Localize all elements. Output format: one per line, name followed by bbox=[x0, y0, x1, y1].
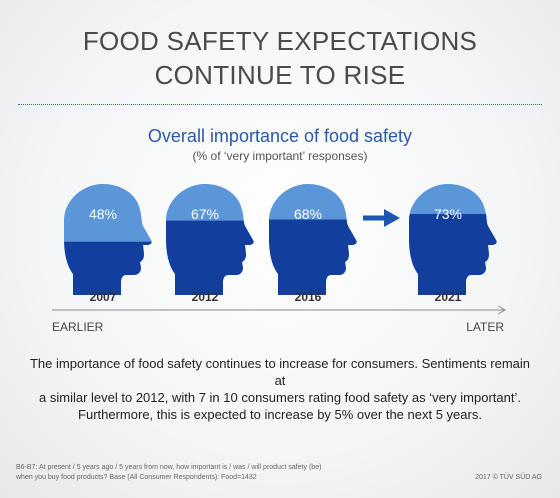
trend-arrow-icon bbox=[384, 209, 400, 227]
title-divider bbox=[18, 104, 542, 105]
timeline-arrow-icon bbox=[497, 305, 507, 315]
year-label-2021: 2021 bbox=[435, 290, 462, 304]
footnote: B6-B7: At present / 5 years ago / 5 year… bbox=[16, 463, 376, 483]
year-label-2016: 2016 bbox=[295, 290, 322, 304]
title-line-2: CONTINUE TO RISE bbox=[154, 60, 406, 90]
year-label-2012: 2012 bbox=[192, 290, 219, 304]
value-label-2021: 73% bbox=[434, 206, 462, 222]
heads-layer: 48% 2007 67% 2012 68% 2016 73% 2021 bbox=[64, 184, 497, 304]
value-label-2007: 48% bbox=[89, 206, 117, 222]
footnote-line-2: when you buy food products? Base (All Co… bbox=[16, 474, 257, 481]
page-title: FOOD SAFETY EXPECTATIONS CONTINUE TO RIS… bbox=[0, 24, 560, 92]
chart-title: Overall importance of food safety bbox=[147, 126, 413, 146]
chart-subtitle: (% of ‘very important’ responses) bbox=[192, 149, 368, 163]
value-label-2016: 68% bbox=[294, 206, 322, 222]
value-label-2012: 67% bbox=[191, 206, 219, 222]
footnote-line-1: B6-B7: At present / 5 years ago / 5 year… bbox=[16, 464, 322, 471]
axis-start-label: EARLIER bbox=[52, 320, 104, 334]
year-label-2007: 2007 bbox=[90, 290, 117, 304]
title-line-1: FOOD SAFETY EXPECTATIONS bbox=[82, 26, 478, 56]
description-line-1: The importance of food safety continues … bbox=[29, 356, 531, 388]
copyright: 2017 © TÜV SÜD AG bbox=[475, 474, 542, 481]
description-line-2: a similar level to 2012, with 7 in 10 co… bbox=[39, 390, 521, 405]
axis-end-label: LATER bbox=[466, 320, 504, 334]
head-bar-2012: 67% bbox=[166, 184, 254, 295]
head-bar-2016: 68% bbox=[269, 184, 357, 295]
head-bar-2021: 73% bbox=[409, 184, 497, 295]
description: The importance of food safety continues … bbox=[24, 355, 536, 423]
description-line-3: Furthermore, this is expected to increas… bbox=[78, 407, 482, 422]
head-bar-2007: 48% bbox=[64, 184, 152, 295]
